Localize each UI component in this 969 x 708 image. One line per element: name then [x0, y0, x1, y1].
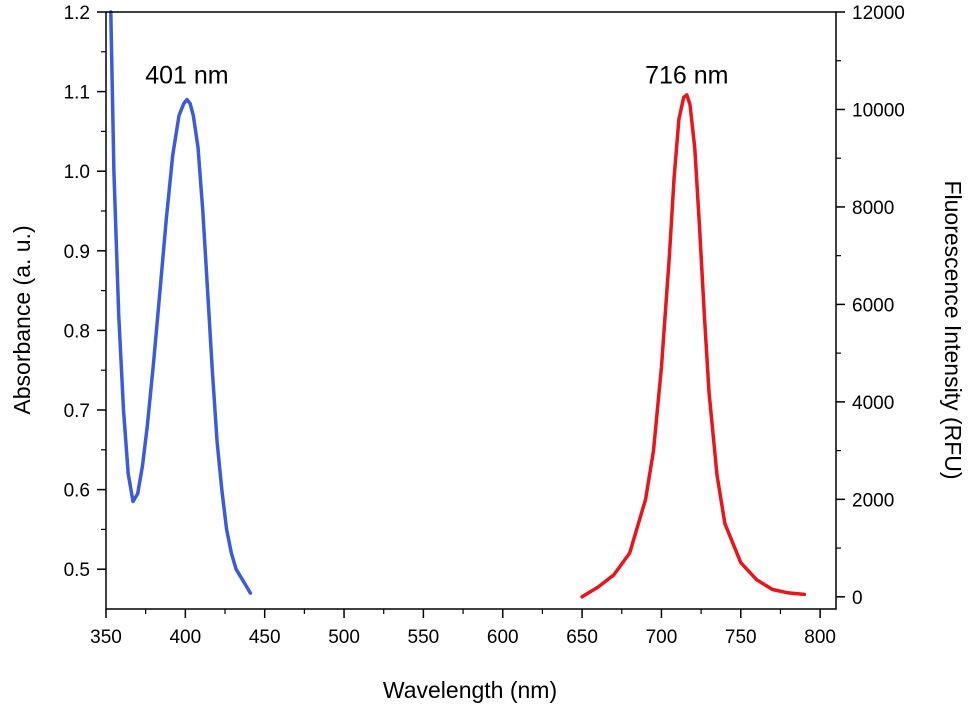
y-right-tick-label: 4000	[852, 393, 894, 414]
x-tick-label: 550	[408, 627, 440, 648]
x-tick-label: 500	[328, 627, 360, 648]
y-right-tick-label: 0	[852, 588, 863, 609]
annotation-peak-2: 716 nm	[645, 62, 728, 90]
x-tick-label: 400	[169, 627, 201, 648]
annotation-peak-1: 401 nm	[145, 62, 228, 90]
y-right-tick-label: 10000	[852, 100, 905, 121]
y-right-tick-label: 12000	[852, 3, 905, 24]
y-right-tick-label: 8000	[852, 198, 894, 219]
y-left-tick-label: 1.0	[64, 162, 90, 183]
plot-frame	[105, 11, 837, 610]
y-left-tick-label: 0.7	[64, 401, 90, 422]
y-left-tick-label: 0.5	[64, 560, 90, 581]
x-axis-title: Wavelength (nm)	[383, 677, 557, 703]
y-left-tick-label: 0.9	[64, 242, 90, 263]
x-tick-label: 650	[566, 627, 598, 648]
y-left-tick-label: 1.2	[64, 3, 90, 24]
y-axis-right-title: Fluorescence Intensity (RFU)	[940, 180, 966, 479]
y-left-tick-label: 0.6	[64, 481, 90, 502]
y-left-tick-label: 0.8	[64, 321, 90, 342]
y-axis-left-title: Absorbance (a. u.)	[9, 225, 35, 414]
x-tick-label: 350	[90, 627, 122, 648]
x-tick-label: 800	[804, 627, 836, 648]
y-right-tick-label: 6000	[852, 295, 894, 316]
x-tick-label: 600	[487, 627, 519, 648]
x-tick-label: 450	[249, 627, 281, 648]
absorbance-line	[109, 10, 253, 595]
x-tick-label: 700	[646, 627, 678, 648]
x-tick-label: 750	[725, 627, 757, 648]
fluorescence-line	[580, 93, 807, 599]
y-left-tick-label: 1.1	[64, 83, 90, 104]
y-right-tick-label: 2000	[852, 490, 894, 511]
